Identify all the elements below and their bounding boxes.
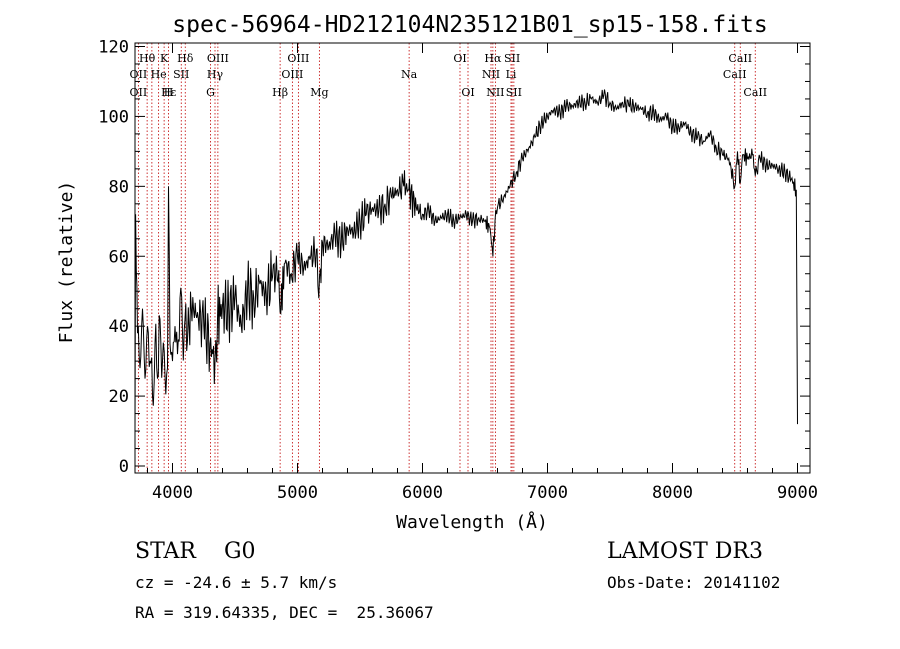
x-tick-label-4000: 4000 [152,483,193,503]
y-tick-label-80: 80 [109,177,129,197]
line-label-11: SII [173,68,189,81]
object-class: STAR G0 [135,539,256,564]
spectrum-series [134,89,798,432]
class-label: STAR [135,539,196,564]
line-label-2: Hδ [177,52,194,65]
coordinates-label: RA = 319.64335, DEC = 25.36067 [135,603,434,622]
line-label-12: Hγ [207,68,224,81]
redshift-label: cz = -24.6 ± 5.7 km/s [135,573,338,592]
line-label-3: OIII [207,52,229,65]
y-axis-label: Flux (relative) [56,181,77,344]
subclass-label: G0 [223,539,256,564]
line-label-14: Na [401,68,418,81]
line-label-23: Mg [310,86,328,99]
line-label-17: CaII [723,68,747,81]
line-label-22: Hβ [272,86,288,99]
line-label-4: OIII [287,52,309,65]
line-label-6: Hα [484,52,502,65]
line-label-0: Hθ [139,52,156,65]
line-label-9: OII [130,68,148,81]
y-tick-label-60: 60 [109,247,129,267]
line-label-8: CaII [728,52,752,65]
emission-line-markers [137,43,756,473]
x-tick-label-6000: 6000 [402,483,443,503]
line-label-7: SII [504,52,520,65]
x-axis-ticks: 4000 5000 6000 7000 8000 9000 [147,43,818,503]
line-label-10: He [151,68,167,81]
x-tick-label-9000: 9000 [777,483,818,503]
y-tick-label-0: 0 [119,457,129,477]
y-tick-label-20: 20 [109,387,129,407]
line-label-21: G [206,86,215,99]
survey-label: LAMOST DR3 [607,539,763,564]
x-axis-label: Wavelength (Å) [396,511,548,533]
spectrum-chart: spec-56964-HD212104N235121B01_sp15-158.f… [56,12,818,533]
line-label-5: OI [453,52,466,65]
line-label-18: OII [130,86,148,99]
line-label-26: SII [506,86,522,99]
chart-title: spec-56964-HD212104N235121B01_sp15-158.f… [172,12,767,38]
obs-date-label: Obs-Date: 20141102 [607,573,781,592]
y-axis-ticks: 0 20 40 60 80 100 120 [98,37,810,477]
line-label-25: NII [486,86,504,99]
spectrum-line-0 [134,89,798,432]
line-label-15: NII [482,68,500,81]
y-tick-label-40: 40 [109,317,129,337]
line-label-1: K [160,52,169,65]
line-label-16: Li [506,68,517,81]
x-tick-label-7000: 7000 [527,483,568,503]
y-tick-label-100: 100 [98,107,129,127]
line-label-13: OIII [281,68,303,81]
line-label-27: CaII [743,86,767,99]
line-label-19: Hε [161,86,177,99]
x-tick-label-8000: 8000 [652,483,693,503]
line-label-20: H [164,86,174,99]
x-tick-label-5000: 5000 [277,483,318,503]
y-tick-label-120: 120 [98,37,129,57]
plot-frame [134,42,811,474]
line-label-24: OI [461,86,474,99]
